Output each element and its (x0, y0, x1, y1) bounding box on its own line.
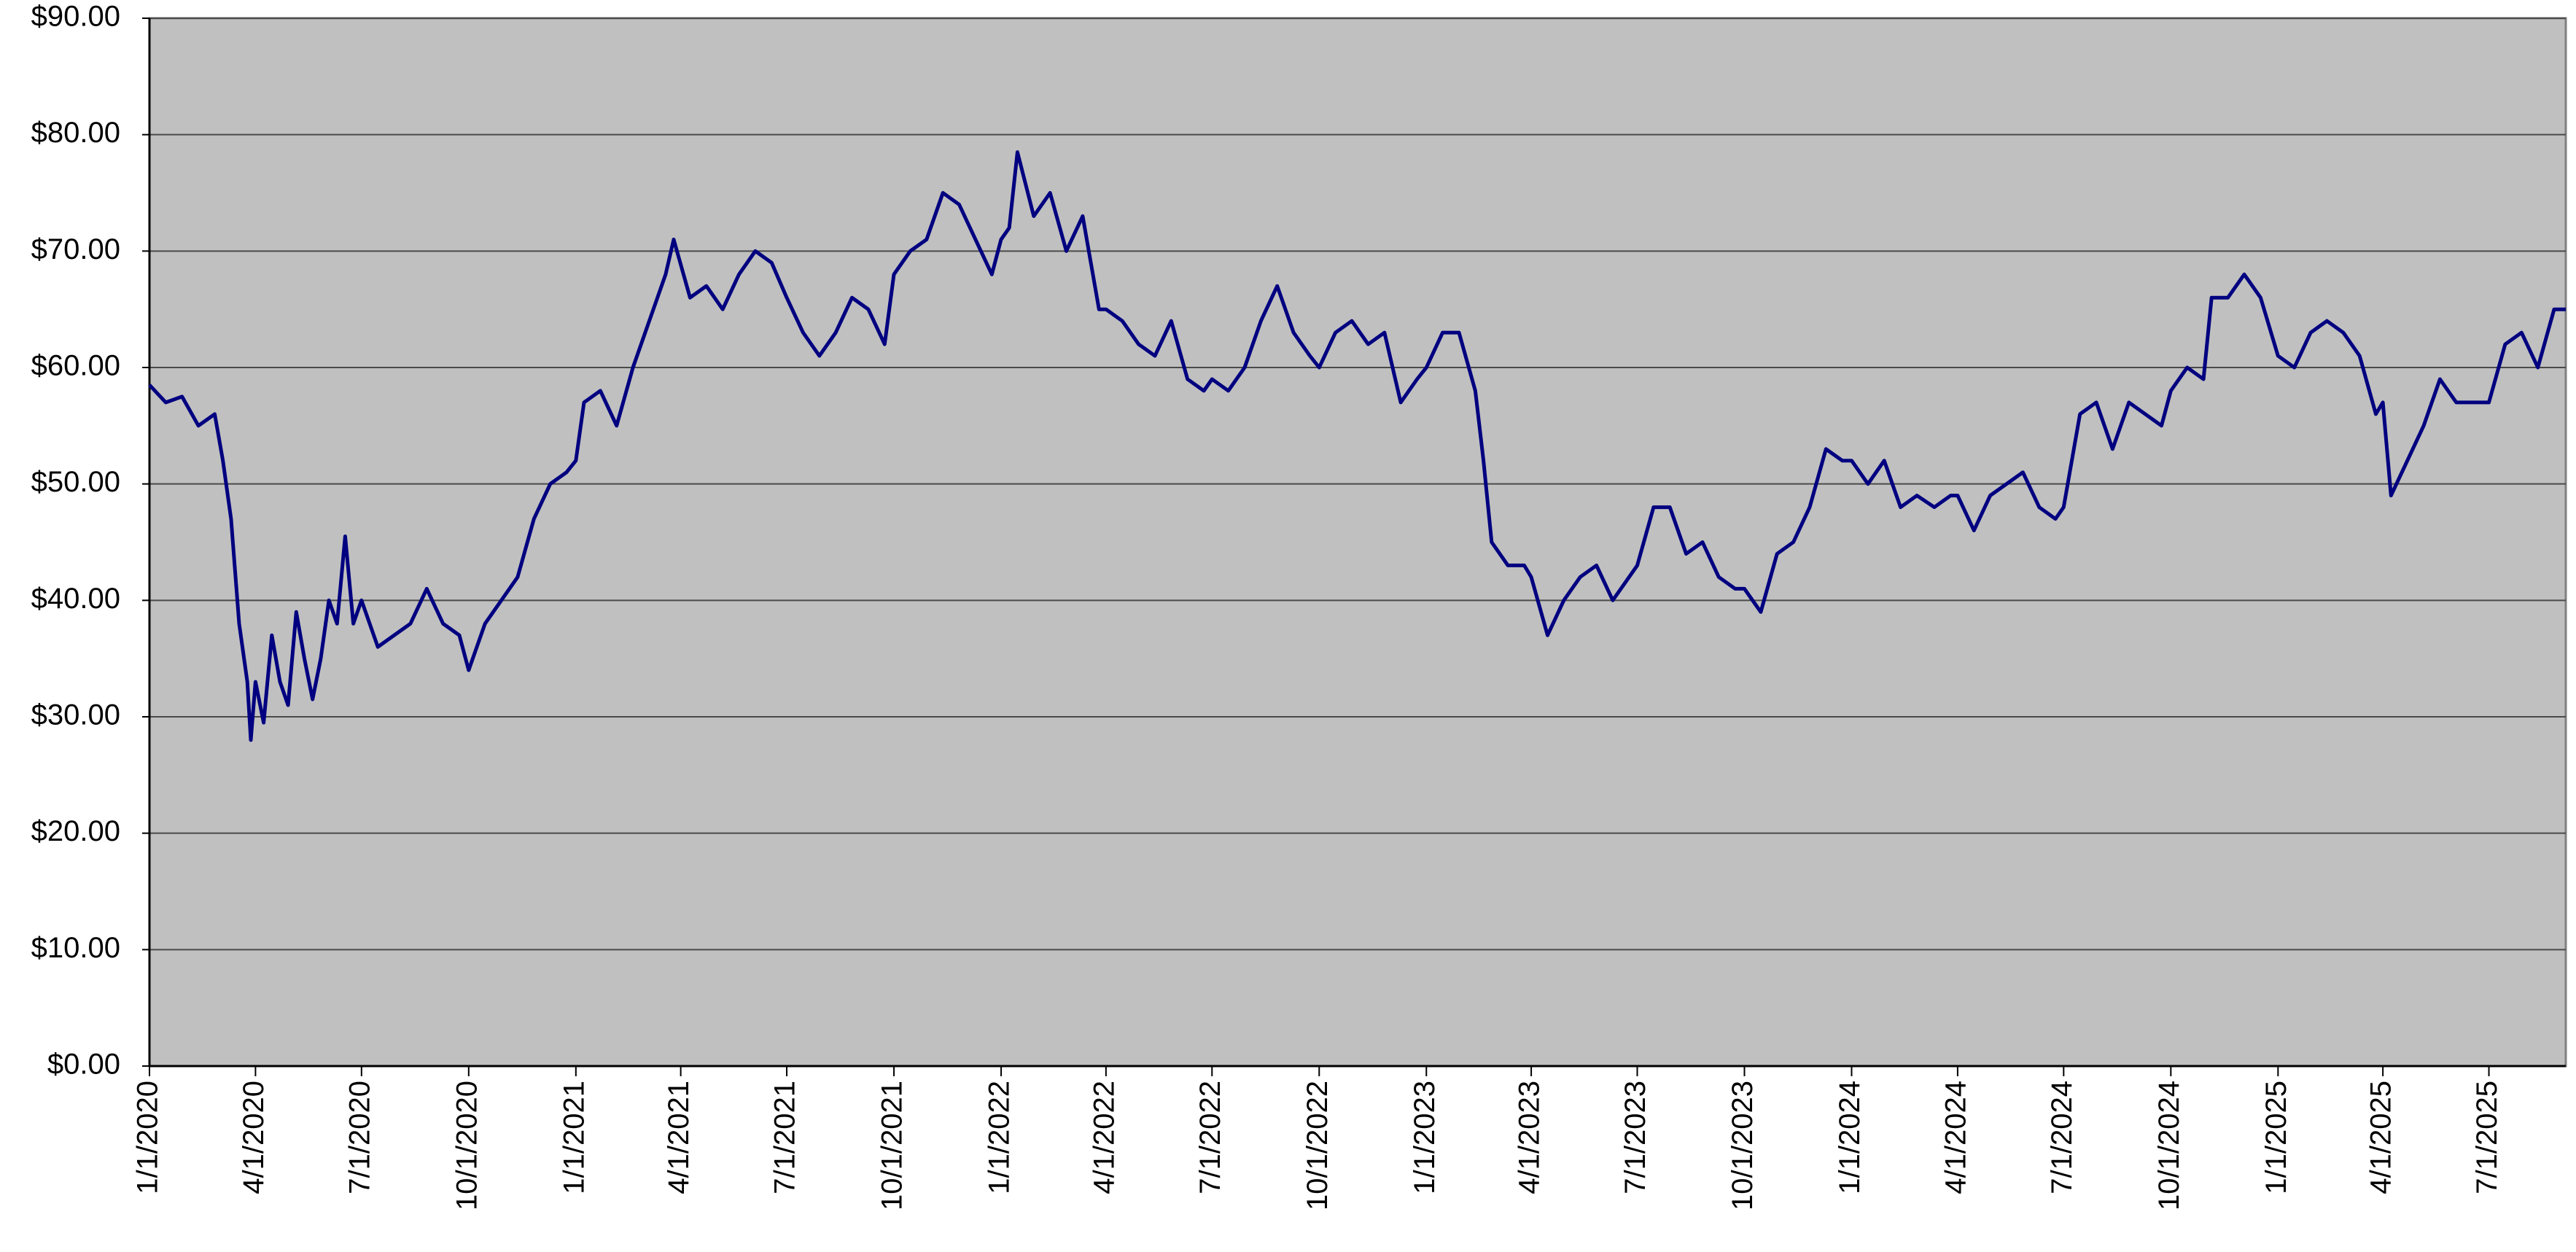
x-tick-label: 4/1/2024 (1939, 1081, 1972, 1194)
x-tick-label: 4/1/2021 (663, 1081, 695, 1194)
x-tick-label: 10/1/2023 (1727, 1081, 1759, 1210)
x-tick-label: 10/1/2022 (1301, 1081, 1334, 1210)
x-tick-label: 7/1/2025 (2471, 1081, 2503, 1194)
price-line (148, 150, 2566, 742)
x-tick-label: 10/1/2020 (451, 1081, 483, 1210)
x-tick-label: 4/1/2020 (238, 1081, 270, 1194)
x-tick-label: 1/1/2021 (558, 1081, 590, 1194)
x-tick-label: 1/1/2025 (2260, 1081, 2292, 1194)
y-tick-label: $50.00 (31, 466, 120, 498)
x-tick-label: 7/1/2020 (343, 1081, 375, 1194)
y-tick-label: $10.00 (31, 932, 120, 964)
x-tick-label: 4/1/2025 (2365, 1081, 2397, 1194)
x-tick-label: 10/1/2024 (2153, 1081, 2185, 1210)
y-tick-label: $0.00 (47, 1049, 120, 1081)
y-tick-label: $70.00 (31, 233, 120, 265)
y-tick-label: $60.00 (31, 350, 120, 382)
y-tick-label: $20.00 (31, 815, 120, 847)
x-tick-label: 1/1/2024 (1834, 1081, 1866, 1194)
y-tick-label: $80.00 (31, 117, 120, 149)
plot-area (148, 17, 2567, 1068)
x-tick-label: 7/1/2023 (1619, 1081, 1651, 1194)
y-tick-label: $90.00 (31, 1, 120, 33)
x-tick-label: 10/1/2021 (876, 1081, 908, 1210)
x-tick-label: 1/1/2022 (984, 1081, 1016, 1194)
x-tick-label: 7/1/2021 (769, 1081, 801, 1194)
x-tick-label: 7/1/2022 (1194, 1081, 1226, 1194)
y-tick-label: $40.00 (31, 583, 120, 615)
x-tick-label: 1/1/2020 (132, 1081, 164, 1194)
x-tick-label: 4/1/2022 (1088, 1081, 1120, 1194)
x-tick-label: 1/1/2023 (1409, 1081, 1441, 1194)
x-tick-label: 4/1/2023 (1514, 1081, 1546, 1194)
x-tick-label: 7/1/2024 (2046, 1081, 2078, 1194)
y-tick-label: $30.00 (31, 699, 120, 731)
